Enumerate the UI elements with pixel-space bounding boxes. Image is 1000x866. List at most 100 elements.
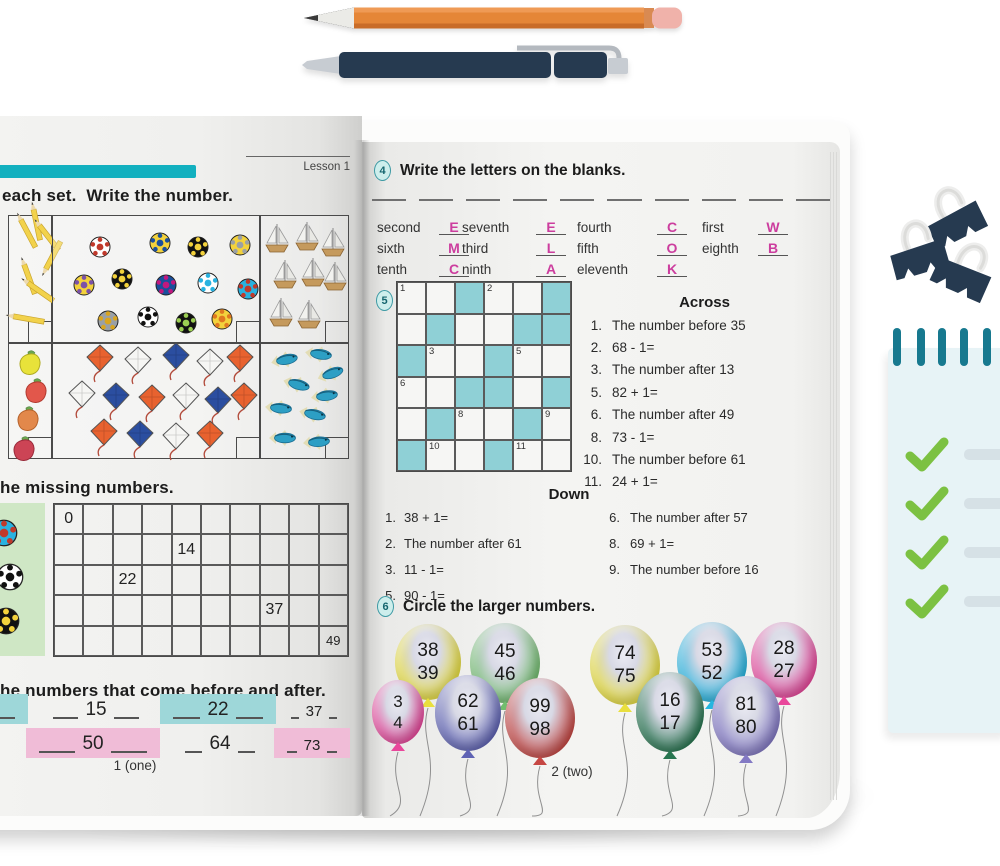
clue-item: 8. 73 - 1= (572, 426, 832, 448)
before-after-rows: 15 22 37 50 64 73 (0, 116, 362, 758)
blank-line (513, 192, 548, 201)
soccer-ball-icon (175, 312, 197, 334)
grid-cell (318, 595, 348, 626)
binder-clip-icon (928, 232, 1000, 312)
answer-box (236, 437, 260, 459)
before-after-group: 73 (274, 728, 350, 758)
blank-line (748, 192, 783, 201)
kite-icon (161, 422, 191, 462)
grid-cell (200, 564, 231, 596)
crossword-cell (542, 345, 571, 377)
kite-icon (101, 382, 131, 422)
pencil-icon (296, 2, 696, 34)
ordinal-item: eighth B (702, 239, 788, 256)
count-heading: each set. Write the number. (2, 186, 234, 205)
crossword-cell-number: 10 (429, 440, 440, 452)
balloon-bottom-number: 61 (457, 713, 479, 735)
soccer-ball-icon (0, 563, 24, 591)
blank-line (466, 192, 501, 201)
ordinal-answer: A (536, 262, 566, 277)
pencil-small-icon (5, 306, 48, 325)
ordinal-item: second E (377, 218, 469, 235)
grid-cell (259, 625, 290, 656)
count-set-cell-kites (52, 342, 260, 462)
before-after-number: 73 (303, 737, 321, 754)
grid-cell (142, 595, 172, 626)
count-set-cell-pencils (5, 201, 64, 343)
balloon: 99 98 (505, 678, 575, 758)
ordinal-item: tenth C (377, 260, 469, 277)
clue-text: 73 - 1= (612, 429, 655, 445)
ordinal-word: fifth (577, 241, 599, 256)
balloon-knot (663, 750, 677, 759)
kite-icon (123, 346, 153, 386)
lesson-rule (246, 156, 350, 157)
fish-icon (296, 403, 329, 425)
grid-cell (289, 504, 319, 535)
soccer-ball-icon (197, 272, 219, 294)
grid-cell (54, 595, 84, 626)
soccer-ball-icon (97, 310, 119, 332)
across-clues: 1. The number before 35 2. 68 - 1= 3. The num… (572, 314, 832, 493)
ordinal-word: fourth (577, 220, 612, 235)
grid-cell (142, 564, 172, 596)
crossword-cell-number: 9 (545, 409, 551, 420)
crossword-cell (542, 439, 571, 471)
grid-cell (200, 625, 231, 656)
check-icon (904, 436, 950, 472)
grid-cell (171, 595, 201, 626)
balloon-bottom-number: 4 (393, 712, 403, 732)
balloon-top-number: 62 (457, 690, 479, 712)
grid-cell (200, 504, 231, 535)
clue-text: 68 - 1= (612, 340, 655, 356)
clue-number: 3. (590, 362, 602, 378)
clue-number: 6. (590, 407, 602, 423)
ordinal-answer: K (657, 262, 687, 277)
crossword-cell (397, 313, 426, 345)
left-page: Lesson 1 each set. Write the number. he … (0, 116, 362, 816)
ordinal-word: second (377, 220, 421, 235)
ordinal-word: sixth (377, 241, 405, 256)
across-title: Across (679, 294, 730, 311)
blank-line (39, 751, 76, 753)
crossword-cell: 11 (513, 439, 542, 471)
grid-cell (289, 564, 319, 596)
pencil-small-icon (20, 271, 60, 304)
soccer-ball-icon (0, 519, 18, 547)
grid-cell (200, 534, 231, 565)
clue-text: 24 + 1= (612, 474, 658, 490)
grid-cell (230, 625, 260, 656)
crossword-cell (484, 408, 513, 440)
sailboat-icon (319, 226, 347, 260)
crossword-cell: 10 (426, 439, 455, 471)
ordinal-answer: O (657, 241, 687, 256)
clue-text: The number after 61 (404, 535, 522, 551)
balloon-bottom-number: 17 (659, 712, 681, 734)
grid-cell (112, 534, 143, 565)
fish-icon (302, 344, 334, 364)
blank-line (372, 192, 407, 201)
crossword-cell (542, 282, 571, 314)
lesson-text: Lesson 1 (303, 161, 350, 173)
balloon-bottom-number: 39 (417, 662, 439, 684)
note-line (964, 448, 1000, 460)
fish-icon (279, 372, 312, 395)
grid-cell (230, 595, 260, 626)
grid-cell (112, 504, 143, 535)
pen-icon (295, 42, 640, 88)
balloon-knot (533, 756, 547, 765)
blank-line (291, 717, 299, 719)
binder-clip-icon (882, 212, 954, 292)
blank-line (329, 717, 337, 719)
exercise6-header: 6 Circle the larger numbers. (377, 596, 595, 617)
title-underline-bar (0, 165, 196, 178)
clue-number: 6. (609, 509, 620, 525)
kite-icon (89, 418, 119, 458)
fish-icon (308, 386, 340, 406)
grid-cell: 0 (54, 504, 84, 535)
crossword-cell-number: 2 (487, 283, 493, 294)
missing-numbers-grid: 0 14 22 37 49 (53, 503, 349, 657)
